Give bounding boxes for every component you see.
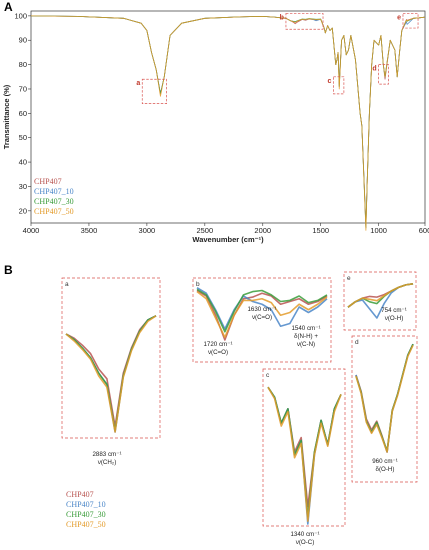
zoom-a-annotation: 2883 cm⁻¹ — [92, 451, 121, 458]
panel-a-label: A — [4, 0, 13, 14]
zoom-box-c-label: c — [266, 372, 270, 379]
zoom-b-annotation-3-sub: δ(N-H) + — [294, 333, 318, 340]
y-tick-label: 100 — [14, 11, 27, 20]
zoom-e-annotation-sub: ν(O-H) — [385, 315, 404, 322]
y-tick-label: 40 — [19, 158, 27, 167]
zoom-box-a-label: a — [65, 281, 69, 288]
y-tick-label: 80 — [19, 60, 27, 69]
panel-b-label: B — [4, 263, 13, 277]
main-legend: CHP407 CHP407_10 CHP407_30 CHP407_50 — [34, 177, 74, 216]
zoom-d-series — [356, 344, 413, 452]
zoom-c-series — [268, 387, 341, 524]
zoom-d-annotation: 960 cm⁻¹ — [372, 458, 398, 465]
zoom-panel-a: a 2883 cm⁻¹ ν(CH₂) — [62, 278, 160, 466]
zoom-panel-d: d 960 cm⁻¹ δ(O-H) — [352, 336, 417, 482]
series-line-chp407 — [31, 16, 425, 226]
region-label-d: d — [372, 66, 376, 73]
x-tick-label: 3500 — [81, 226, 98, 235]
zoom-legend-chp407: CHP407 — [66, 490, 94, 499]
y-tick-label: 50 — [19, 133, 27, 142]
legend-chp407-50: CHP407_50 — [34, 207, 74, 216]
zoom-legend: CHP407 CHP407_10 CHP407_30 CHP407_50 — [66, 490, 106, 529]
y-tick-label: 60 — [19, 109, 27, 118]
zoom-b-annotation-2-sub: ν(C=O) — [252, 314, 272, 321]
zoom-b-annotation-2: 1630 cm⁻¹ — [247, 306, 276, 313]
zoom-b-annotation-3-sub2: ν(C-N) — [297, 341, 315, 348]
y-tick-label: 20 — [19, 206, 27, 215]
legend-chp407-30: CHP407_30 — [34, 197, 74, 206]
zoomD-line-chp407-30 — [356, 344, 413, 451]
zoom-legend-chp407-10: CHP407_10 — [66, 500, 106, 509]
zoomC-line-chp407-30 — [268, 387, 341, 517]
zoom-box-b-label: b — [196, 281, 200, 288]
x-tick-label: 600 — [419, 226, 429, 235]
zoom-box-d-label: d — [355, 339, 359, 346]
zoom-legend-chp407-50: CHP407_50 — [66, 520, 106, 529]
zoomD-line-chp407-10 — [356, 344, 413, 452]
zoomC-line-chp407-50 — [268, 387, 341, 521]
zoom-b-annotation-1-sub: ν(C=O) — [208, 349, 228, 356]
zoom-a-annotation-sub: ν(CH₂) — [98, 459, 117, 466]
zoomA-line-chp407-50 — [66, 316, 156, 432]
series-line-chp407-10 — [31, 16, 425, 228]
legend-chp407: CHP407 — [34, 177, 62, 186]
y-tick-label: 70 — [19, 84, 27, 93]
zoom-box-c — [263, 369, 345, 526]
series-line-chp407-30 — [31, 16, 425, 228]
zoom-legend-chp407-30: CHP407_30 — [66, 510, 106, 519]
main-spectrum-plot: 4000 3500 3000 2500 2000 1500 1000 600 100 90 80 70… — [2, 11, 429, 244]
x-tick-label: 4000 — [23, 226, 40, 235]
x-tick-label: 1500 — [312, 226, 329, 235]
y-tick-label: 90 — [19, 36, 27, 45]
y-tick-label: 30 — [19, 182, 27, 191]
zoom-a-series — [66, 316, 156, 432]
zoom-b-annotation-3: 1540 cm⁻¹ — [291, 325, 320, 332]
x-tick-label: 2000 — [254, 226, 271, 235]
legend-chp407-10: CHP407_10 — [34, 187, 74, 196]
x-axis-title: Wavenumber (cm⁻¹) — [192, 235, 264, 244]
zoomE-line-chp407 — [348, 284, 413, 307]
zoomC-line-chp407-10 — [268, 387, 341, 524]
zoomA-line-chp407-10 — [66, 316, 156, 432]
region-label-e: e — [397, 14, 401, 21]
zoom-box-e-label: e — [347, 275, 351, 282]
main-series — [31, 16, 425, 230]
zoom-b-annotation-1: 1720 cm⁻¹ — [203, 341, 232, 348]
main-plot-frame — [31, 11, 425, 223]
zoom-panel-c: c 1340 cm⁻¹ ν(O-C) — [263, 369, 345, 546]
x-tick-label: 3000 — [139, 226, 156, 235]
region-label-b: b — [280, 14, 284, 21]
zoom-e-annotation: 754 cm⁻¹ — [381, 307, 407, 314]
zoom-panel-b: b 1720 cm⁻¹ ν(C=O) 1630 cm⁻¹ ν(C=O) 1540… — [193, 278, 331, 362]
zoom-c-annotation: 1340 cm⁻¹ — [290, 531, 319, 538]
x-tick-label: 2500 — [196, 226, 213, 235]
zoom-d-annotation-sub: δ(O-H) — [376, 466, 395, 473]
y-axis-title: Transmittance (%) — [2, 84, 11, 149]
zoom-c-annotation-sub: ν(O-C) — [296, 539, 315, 546]
region-label-c: c — [328, 78, 332, 85]
region-label-a: a — [136, 80, 140, 87]
zoomD-line-chp407-50 — [356, 345, 413, 452]
zoom-panel-e: e 754 cm⁻¹ ν(O-H) — [344, 272, 416, 330]
x-tick-label: 1000 — [370, 226, 387, 235]
series-line-chp407-50 — [31, 16, 425, 230]
zoomD-line-chp407 — [356, 344, 413, 452]
zoom-panels: a 2883 cm⁻¹ ν(CH₂) b 1720 cm⁻¹ ν(C=O) 16… — [62, 272, 417, 546]
